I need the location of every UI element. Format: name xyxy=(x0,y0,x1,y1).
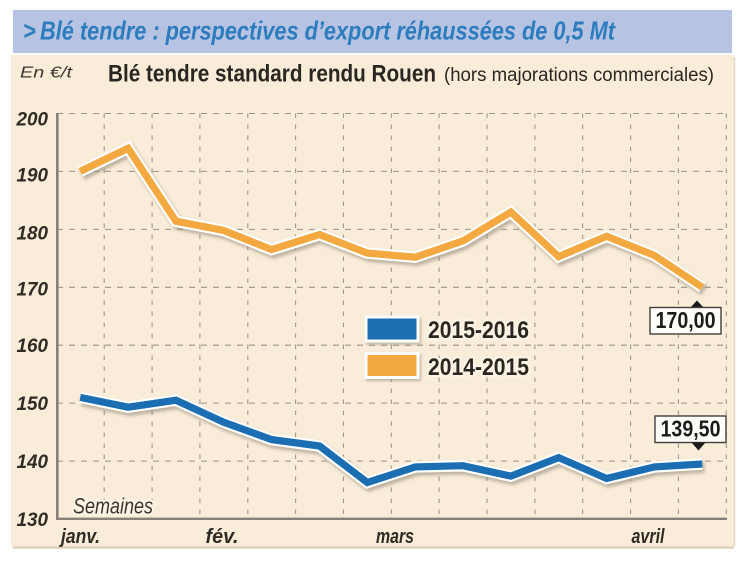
svg-text:139,50: 139,50 xyxy=(661,416,721,442)
svg-text:130: 130 xyxy=(17,509,49,531)
svg-text:(hors majorations commerciales: (hors majorations commerciales) xyxy=(444,65,714,86)
svg-text:Semaines: Semaines xyxy=(73,494,153,519)
svg-text:160: 160 xyxy=(17,335,49,357)
svg-text:fév.: fév. xyxy=(206,526,239,548)
svg-text:2014-2015: 2014-2015 xyxy=(428,354,529,381)
svg-text:170,00: 170,00 xyxy=(656,307,716,333)
svg-text:150: 150 xyxy=(17,393,49,415)
svg-text:En €/t: En €/t xyxy=(20,65,73,82)
svg-text:janv.: janv. xyxy=(58,526,100,548)
svg-text:140: 140 xyxy=(17,451,49,473)
svg-text:190: 190 xyxy=(17,164,49,186)
svg-text:avril: avril xyxy=(632,526,665,548)
svg-text:Blé tendre standard rendu Roue: Blé tendre standard rendu Rouen xyxy=(108,61,436,88)
svg-text:2015-2016: 2015-2016 xyxy=(428,317,529,344)
svg-text:> Blé tendre : perspectives d’: > Blé tendre : perspectives d’export réh… xyxy=(23,16,616,46)
svg-text:170: 170 xyxy=(17,278,49,300)
svg-text:180: 180 xyxy=(17,222,49,244)
svg-text:mars: mars xyxy=(376,526,414,548)
svg-text:200: 200 xyxy=(16,109,49,131)
